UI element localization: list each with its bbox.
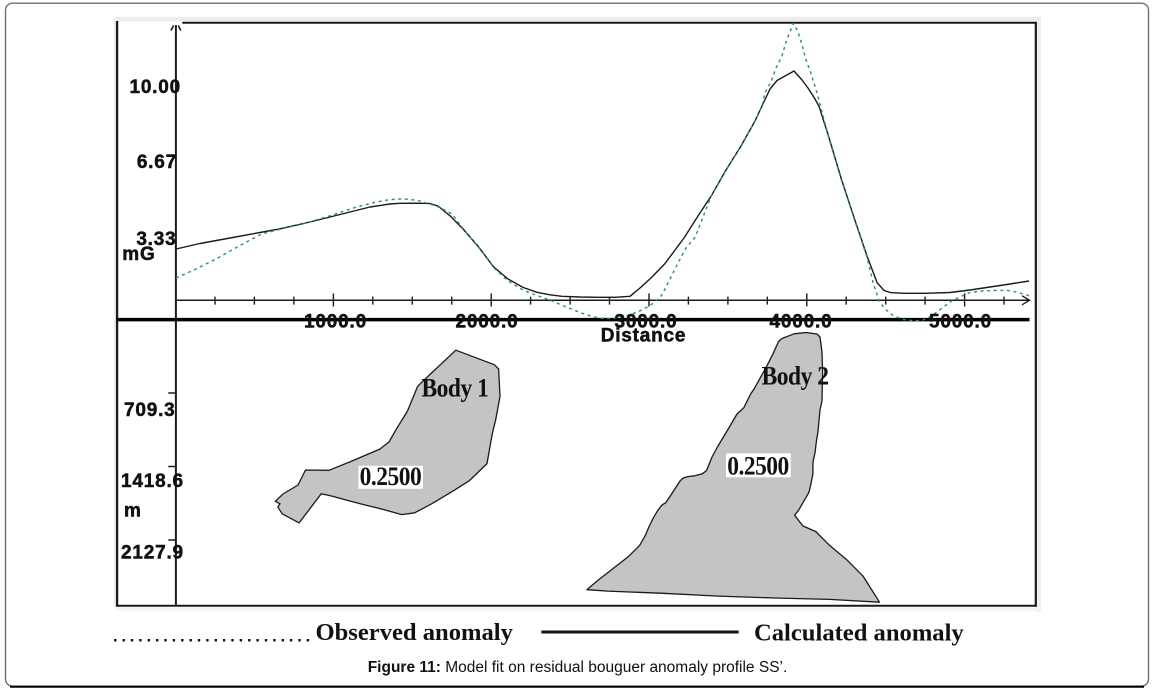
svg-text:0.2500: 0.2500 bbox=[360, 463, 422, 492]
svg-text:Figure 11: Model fit on residu: Figure 11: Model fit on residual bouguer… bbox=[368, 659, 788, 676]
svg-text:3.33: 3.33 bbox=[136, 229, 176, 250]
svg-text:Body 1: Body 1 bbox=[422, 374, 489, 403]
svg-text:mG: mG bbox=[122, 244, 155, 265]
svg-text:709.3: 709.3 bbox=[124, 400, 176, 421]
svg-text:2000.0: 2000.0 bbox=[456, 311, 519, 332]
svg-text:5000.0: 5000.0 bbox=[929, 311, 992, 332]
svg-text:m: m bbox=[124, 501, 142, 522]
svg-text:Body 2: Body 2 bbox=[762, 362, 829, 391]
svg-text:Distance: Distance bbox=[601, 326, 687, 347]
svg-text:2127.9: 2127.9 bbox=[121, 543, 184, 564]
svg-text:4000.0: 4000.0 bbox=[770, 311, 833, 332]
svg-text:10.00: 10.00 bbox=[129, 77, 181, 98]
svg-text:Calculated anomaly: Calculated anomaly bbox=[754, 620, 964, 647]
svg-text:Observed anomaly: Observed anomaly bbox=[316, 619, 514, 646]
svg-text:0.2500: 0.2500 bbox=[727, 452, 789, 481]
svg-text:3000.0: 3000.0 bbox=[615, 311, 678, 332]
svg-text:1418.6: 1418.6 bbox=[121, 471, 184, 492]
svg-text:1000.0: 1000.0 bbox=[304, 311, 367, 332]
svg-text:6.67: 6.67 bbox=[137, 152, 177, 173]
